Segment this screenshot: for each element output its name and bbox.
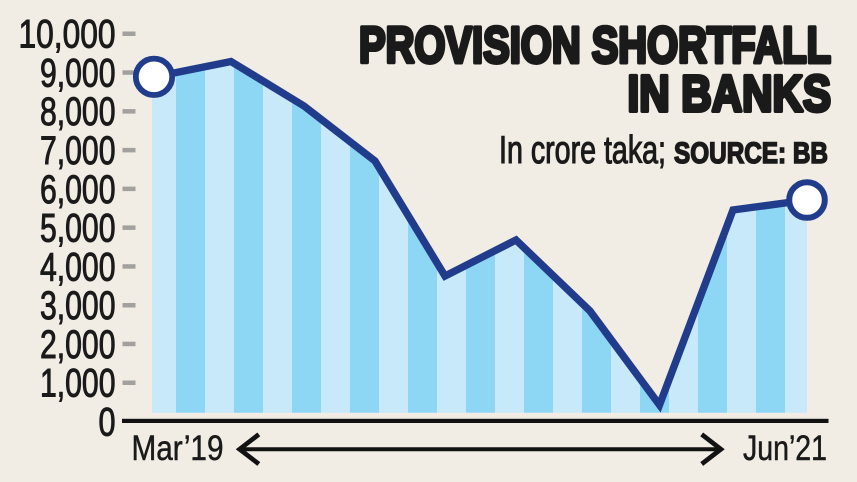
svg-text:IN BANKS: IN BANKS: [628, 65, 832, 122]
svg-text:4,000: 4,000: [40, 245, 116, 289]
svg-text:1,000: 1,000: [40, 362, 116, 406]
svg-text:6,000: 6,000: [40, 168, 116, 212]
svg-text:In crore taka;: In crore taka;: [499, 129, 666, 172]
svg-text:7,000: 7,000: [40, 129, 116, 173]
svg-text:0: 0: [99, 400, 116, 444]
svg-text:PROVISION SHORTFALL: PROVISION SHORTFALL: [359, 17, 831, 74]
svg-text:SOURCE: BB: SOURCE: BB: [674, 137, 828, 170]
svg-text:2,000: 2,000: [40, 323, 116, 367]
svg-text:5,000: 5,000: [40, 207, 116, 251]
svg-text:9,000: 9,000: [40, 52, 116, 96]
svg-text:10,000: 10,000: [19, 13, 116, 57]
svg-text:Jun’21: Jun’21: [743, 428, 827, 468]
svg-text:8,000: 8,000: [40, 90, 116, 134]
svg-text:Mar’19: Mar’19: [132, 428, 224, 468]
svg-text:3,000: 3,000: [40, 284, 116, 328]
